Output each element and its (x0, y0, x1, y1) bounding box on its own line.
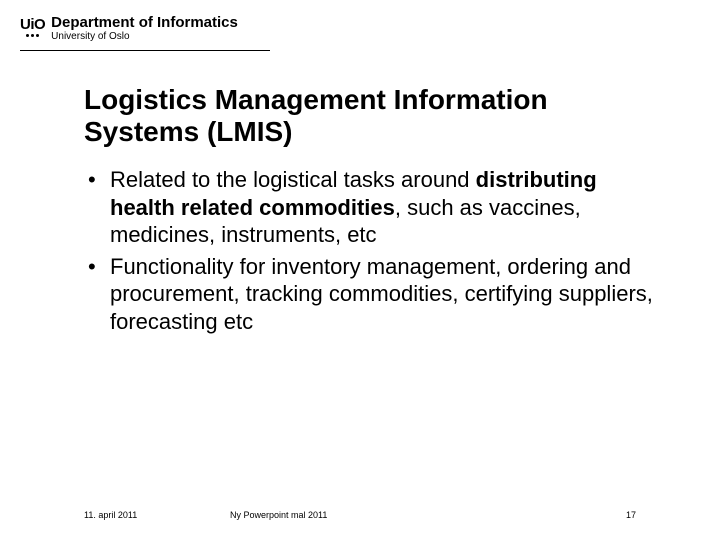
logo-text: UiO (20, 16, 45, 33)
uio-logo: UiO (20, 16, 45, 37)
department-name: Department of Informatics (51, 14, 238, 31)
slide-header: UiO Department of Informatics University… (20, 14, 238, 42)
header-divider (20, 50, 270, 51)
bullet-text-pre: Functionality for inventory management, … (110, 254, 653, 334)
slide-footer: 11. april 2011 Ny Powerpoint mal 2011 17 (0, 510, 720, 520)
logo-dots (26, 34, 39, 37)
list-item: Related to the logistical tasks around d… (84, 166, 660, 249)
university-name: University of Oslo (51, 31, 238, 42)
slide-body: Logistics Management Information Systems… (84, 84, 660, 339)
list-item: Functionality for inventory management, … (84, 253, 660, 336)
footer-page-number: 17 (626, 510, 636, 520)
slide-title: Logistics Management Information Systems… (84, 84, 660, 148)
department-block: Department of Informatics University of … (51, 14, 238, 42)
bullet-text-pre: Related to the logistical tasks around (110, 167, 476, 192)
footer-date: 11. april 2011 (84, 510, 137, 520)
footer-template-name: Ny Powerpoint mal 2011 (230, 510, 327, 520)
bullet-list: Related to the logistical tasks around d… (84, 166, 660, 335)
